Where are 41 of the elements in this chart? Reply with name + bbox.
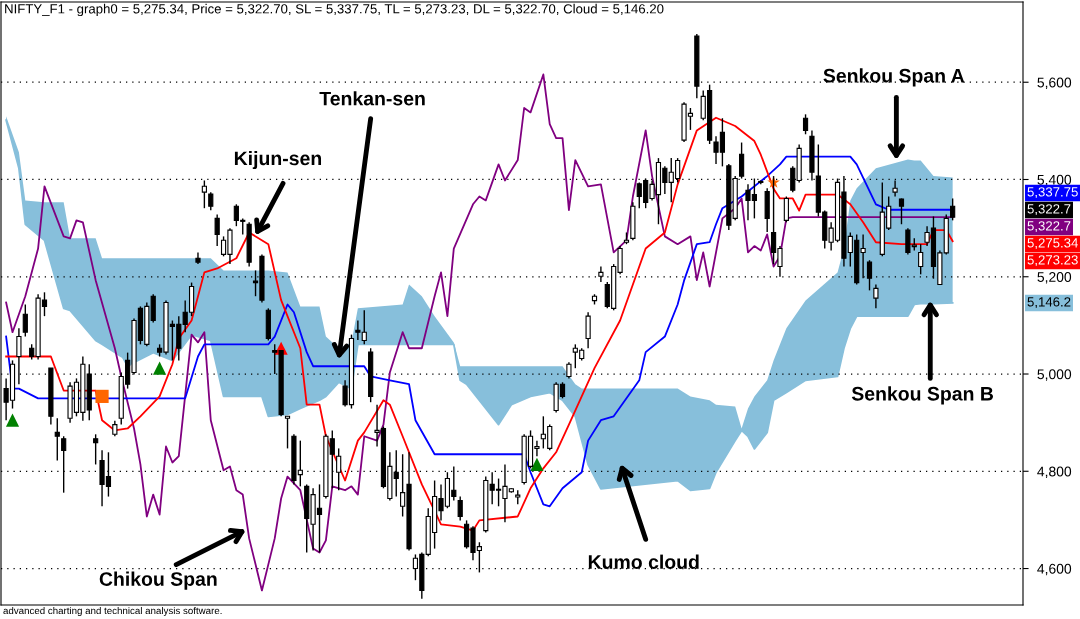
candlestick: [284, 415, 291, 450]
candlestick: [898, 197, 905, 225]
annotation: Kumo cloud: [588, 554, 699, 569]
text: advanced charting and technical analysis software.: [3, 606, 222, 616]
text: 5,273.23: [1027, 255, 1078, 267]
annotation: Tenkan-sen: [319, 91, 425, 106]
text: 5,275.34: [1027, 238, 1078, 250]
candlestick: [214, 213, 220, 247]
text: 5,337.75: [1027, 187, 1078, 199]
point: [530, 457, 544, 472]
candlestick: [16, 327, 22, 385]
chart-title: NIFTY_F1 - graph0 = 5,275.34, Price = 5,322.70, SL = 5,337.75, TL = 5,273.23, DL = 5,322.70, Cloud = 5,146.20: [5, 3, 664, 17]
text: 5,322.7: [1027, 204, 1071, 216]
candlestick: [918, 243, 924, 276]
candlestick: [201, 179, 207, 209]
text: 5,322.7: [1027, 221, 1071, 233]
annotation: Senkou Span A: [823, 68, 965, 87]
candlestick: [738, 141, 745, 180]
candlestick: [457, 495, 463, 522]
y-tick-label: 5,000: [1037, 369, 1072, 381]
point: [153, 361, 167, 375]
candlestick: [54, 417, 60, 462]
candlestick: [950, 197, 956, 222]
y-tick-label: 5,600: [1037, 77, 1072, 90]
candlestick: [585, 311, 591, 349]
text: 5,146.2: [1027, 297, 1071, 309]
candlestick: [892, 179, 898, 198]
point: [95, 389, 109, 403]
y-tick-label: 5,400: [1037, 174, 1072, 187]
y-tick-label: 5,200: [1037, 272, 1072, 284]
annotation: Senkou Span B: [851, 386, 994, 405]
annotation: Kijun-sen: [234, 150, 322, 170]
y-tick-label: 4,600: [1037, 563, 1072, 576]
candlestick: [93, 433, 99, 466]
candlestick: [873, 283, 879, 310]
annotation: Chikou Span: [99, 571, 217, 590]
candlestick: [22, 303, 28, 338]
point: [5, 413, 20, 427]
y-tick-label: 4,800: [1037, 466, 1072, 479]
candlestick: [802, 113, 809, 135]
candlestick: [783, 195, 789, 223]
